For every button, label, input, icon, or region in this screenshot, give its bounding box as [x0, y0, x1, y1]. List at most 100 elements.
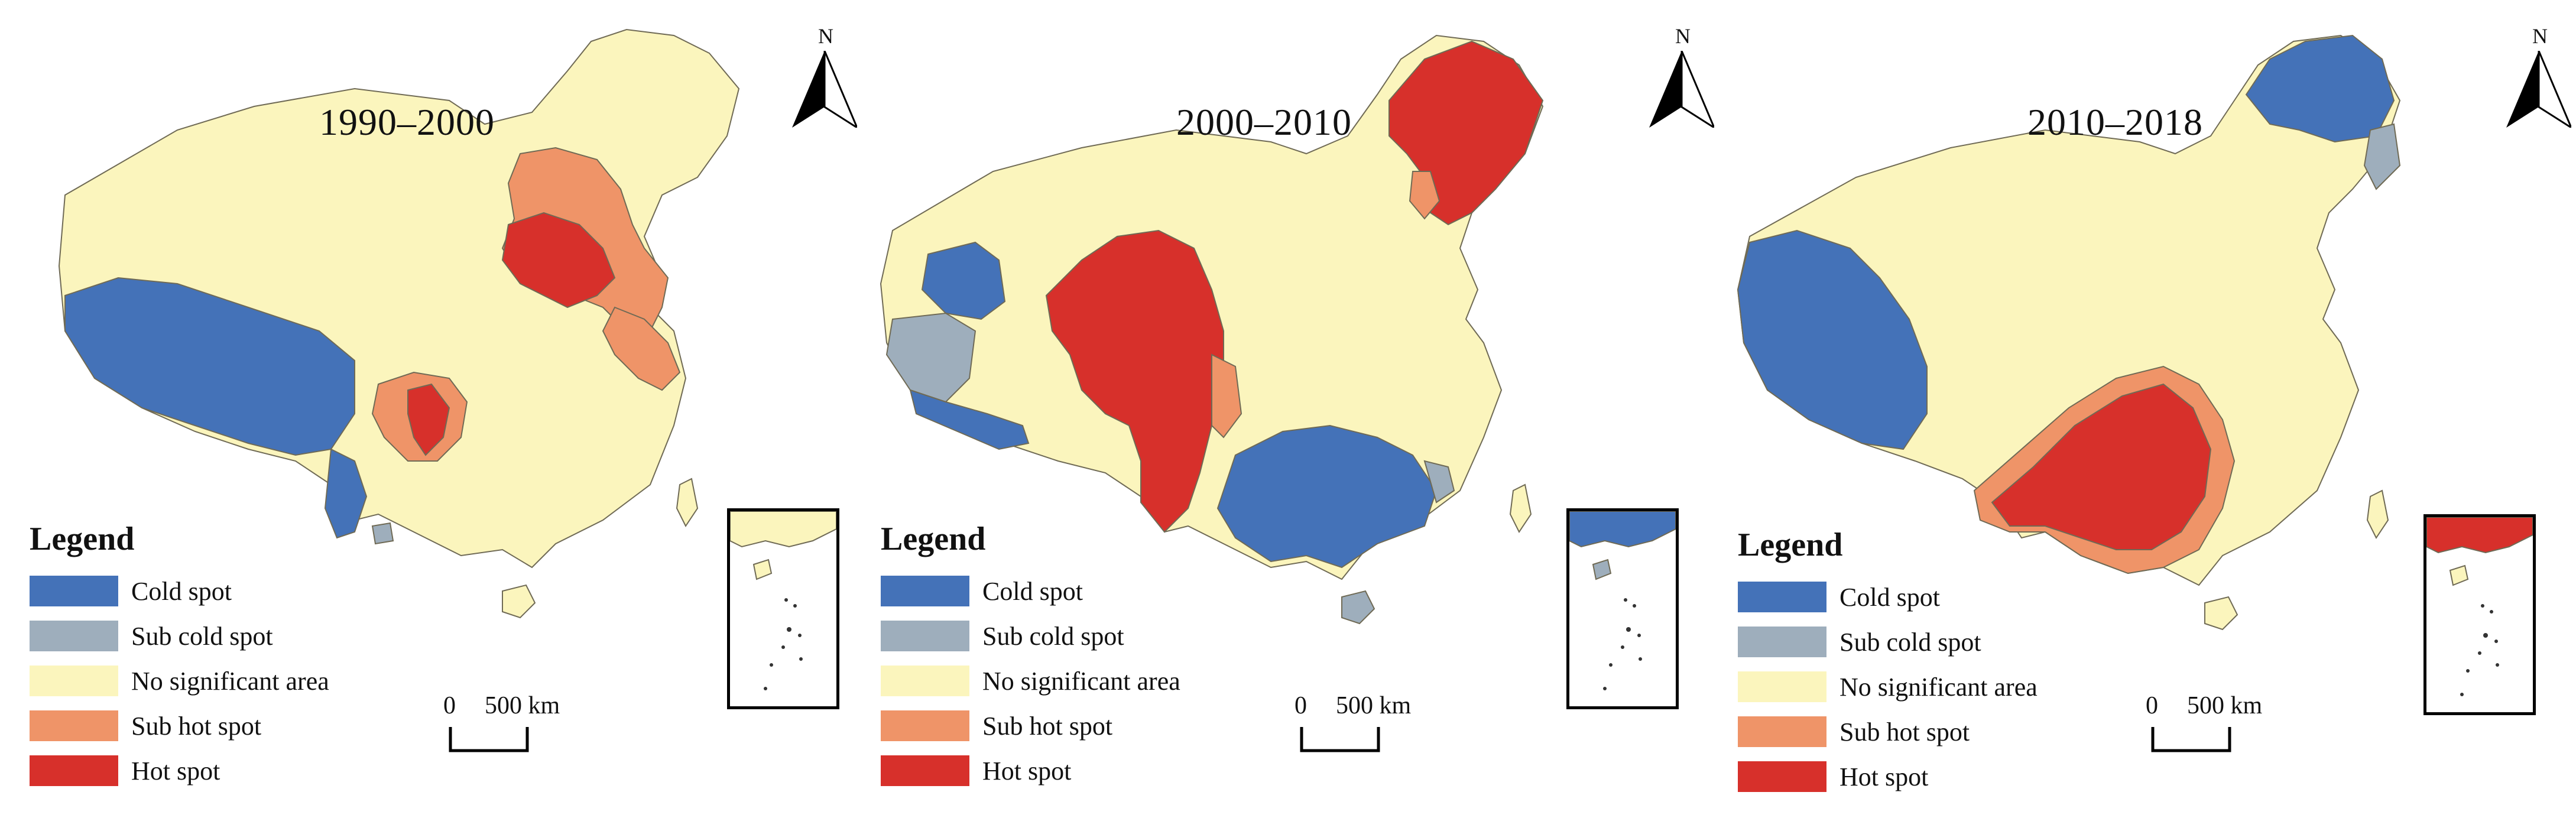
scale-bar: 0 500 km — [443, 692, 621, 768]
legend-swatch — [881, 666, 969, 696]
region-hainan — [502, 584, 536, 619]
region-southeast-edge — [1423, 460, 1455, 504]
region-xinjiang-tibet — [1737, 229, 1928, 450]
north-arrow: N — [792, 24, 857, 136]
south-china-sea-islands — [730, 511, 836, 690]
legend-label: Hot spot — [1839, 762, 1929, 791]
scale-bar-line — [1300, 727, 1380, 752]
inset-coast — [2426, 517, 2533, 554]
legend-label: Cold spot — [131, 576, 232, 606]
south-china-sea-islands — [1569, 511, 1676, 690]
legend-item-no-significant: No significant area — [881, 658, 1180, 703]
legend-swatch — [881, 710, 969, 741]
legend-swatch — [30, 666, 118, 696]
north-label: N — [1675, 24, 1691, 48]
region-hainan — [2204, 596, 2238, 631]
inset-coast — [1569, 511, 1676, 548]
legend-swatch — [30, 576, 118, 606]
region-taiwan — [676, 478, 699, 527]
legend-title: Legend — [30, 521, 135, 557]
legend-item-no-significant: No significant area — [1738, 664, 2038, 709]
north-label: N — [818, 24, 833, 48]
legend-item-sub-cold-spot: Sub cold spot — [1738, 619, 2038, 664]
south-china-sea-inset — [1566, 508, 1679, 709]
legend-label: No significant area — [131, 666, 329, 696]
map-legend: Legend Cold spot Sub cold spot No signif… — [881, 520, 1180, 793]
legend-title: Legend — [1738, 527, 1843, 563]
region-southwest-speck — [371, 522, 394, 545]
legend-item-cold-spot: Cold spot — [881, 569, 1180, 614]
legend-label: Sub cold spot — [982, 621, 1124, 651]
legend-swatch — [1738, 671, 1826, 702]
legend-swatch — [1738, 761, 1826, 792]
legend-item-hot-spot: Hot spot — [881, 748, 1180, 793]
map-panel-2000-2010: 2000–2010 N Legend Cold spot Sub cold sp… — [857, 0, 1714, 818]
scale-bar: 0 500 km — [1295, 692, 1472, 768]
legend-swatch — [1738, 716, 1826, 747]
legend-swatch — [881, 621, 969, 651]
legend-item-sub-cold-spot: Sub cold spot — [30, 614, 329, 658]
inset-hainan — [752, 559, 773, 580]
region-tibet-west — [885, 312, 976, 403]
province-regions — [880, 34, 1544, 625]
region-far-northeast — [2245, 34, 2395, 143]
legend-item-sub-hot-spot: Sub hot spot — [1738, 709, 2038, 754]
period-title: 1990–2000 — [319, 101, 495, 143]
north-label: N — [2532, 24, 2548, 48]
north-arrow: N — [2506, 24, 2571, 136]
legend-item-sub-hot-spot: Sub hot spot — [30, 703, 329, 748]
china-map-2010-2018 — [1737, 34, 2401, 631]
province-regions — [1737, 34, 2401, 631]
scale-zero: 0 — [2146, 692, 2158, 719]
south-china-sea-islands — [2426, 517, 2533, 696]
china-map-2000-2010 — [880, 34, 1544, 625]
scale-bar-line — [2151, 727, 2231, 752]
region-taiwan — [2366, 489, 2389, 539]
legend-item-no-significant: No significant area — [30, 658, 329, 703]
legend-swatch — [881, 576, 969, 606]
north-arrow-icon — [792, 51, 857, 128]
region-northeast-edge — [2363, 123, 2401, 190]
china-map-1990-2000 — [58, 28, 740, 619]
legend-label: Hot spot — [982, 756, 1072, 785]
region-north-china-core — [501, 212, 616, 309]
legend-item-sub-cold-spot: Sub cold spot — [881, 614, 1180, 658]
province-regions — [58, 28, 740, 619]
south-china-sea-inset — [727, 508, 839, 709]
map-panel-2010-2018: 2010–2018 N Legend Cold spot Sub cold sp… — [1714, 0, 2576, 818]
legend-label: Sub hot spot — [1839, 717, 1970, 746]
scale-bar: 0 500 km — [2146, 692, 2323, 768]
map-panel-1990-2000: 1990–2000 N Legend Cold spot Sub cold sp… — [0, 0, 857, 818]
legend-item-sub-hot-spot: Sub hot spot — [881, 703, 1180, 748]
legend-item-cold-spot: Cold spot — [1738, 574, 2038, 619]
region-northeast-pocket — [1409, 171, 1441, 220]
map-legend: Legend Cold spot Sub cold spot No signif… — [1738, 526, 2038, 799]
inset-hainan — [1592, 559, 1612, 580]
legend-label: Cold spot — [982, 576, 1083, 606]
legend-label: Sub hot spot — [131, 711, 262, 741]
region-qinghai-sichuan — [1045, 229, 1224, 533]
region-sichuan-east-edge — [1211, 353, 1242, 439]
legend-label: Sub cold spot — [131, 621, 273, 651]
region-south-central — [1991, 383, 2212, 550]
region-tibet-south — [909, 389, 1030, 450]
scale-bar-line — [449, 727, 529, 752]
region-xinjiang-west — [921, 241, 1006, 320]
legend-swatch — [1738, 627, 1826, 657]
south-china-sea-inset — [2423, 514, 2536, 715]
legend-swatch — [881, 755, 969, 786]
region-sichuan-core — [407, 383, 450, 456]
north-arrow-icon — [2506, 51, 2571, 128]
scale-zero: 0 — [1295, 692, 1307, 719]
region-south-china — [1216, 424, 1438, 569]
inset-coast — [730, 511, 836, 548]
legend-swatch — [30, 710, 118, 741]
map-legend: Legend Cold spot Sub cold spot No signif… — [30, 520, 329, 793]
legend-label: Sub cold spot — [1839, 627, 1981, 657]
legend-swatch — [1738, 582, 1826, 612]
period-title: 2000–2010 — [1176, 101, 1352, 143]
legend-item-cold-spot: Cold spot — [30, 569, 329, 614]
region-southwest-tail — [324, 448, 368, 539]
scale-distance: 500 km — [1336, 692, 1412, 719]
north-arrow-icon — [1649, 51, 1714, 128]
